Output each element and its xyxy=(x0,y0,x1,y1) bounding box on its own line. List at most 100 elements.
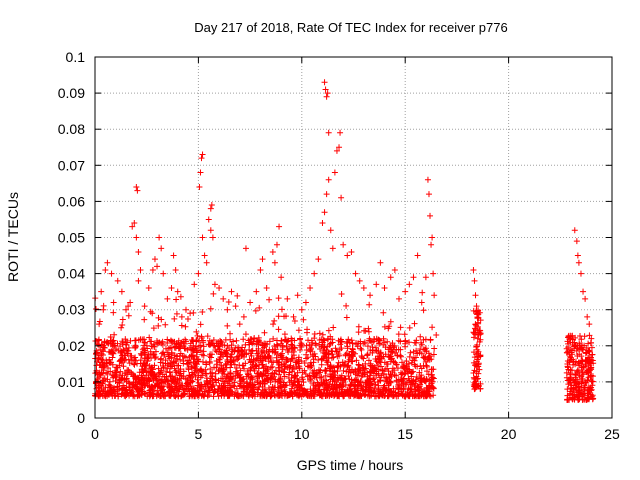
data-point xyxy=(423,368,430,375)
data-point xyxy=(242,360,249,367)
data-point xyxy=(116,380,123,387)
data-point xyxy=(345,336,352,343)
data-point xyxy=(344,364,351,371)
x-tick-label: 25 xyxy=(604,426,620,442)
data-point xyxy=(340,382,347,389)
data-point xyxy=(187,379,194,386)
data-point xyxy=(218,392,225,399)
data-point xyxy=(127,337,134,344)
data-point xyxy=(178,313,185,320)
data-point xyxy=(347,369,354,376)
data-point xyxy=(572,384,579,391)
data-point xyxy=(98,288,105,295)
data-point xyxy=(133,183,140,190)
data-point xyxy=(406,339,413,346)
data-point xyxy=(364,352,371,359)
data-point xyxy=(197,321,204,328)
data-point xyxy=(254,377,261,384)
data-point xyxy=(290,379,297,386)
data-point xyxy=(243,351,250,358)
data-point xyxy=(356,365,363,372)
data-point xyxy=(418,339,425,346)
data-point xyxy=(377,259,384,266)
data-point xyxy=(581,388,588,395)
data-point xyxy=(164,360,171,367)
data-point xyxy=(276,223,283,230)
data-point xyxy=(347,382,354,389)
data-point xyxy=(201,252,208,259)
data-point xyxy=(299,369,306,376)
data-point xyxy=(158,316,165,323)
data-point xyxy=(198,155,205,162)
data-point xyxy=(356,277,363,284)
data-point xyxy=(412,378,419,385)
data-point xyxy=(360,388,367,395)
data-point xyxy=(386,391,393,398)
data-point xyxy=(325,176,332,183)
data-point xyxy=(223,374,230,381)
data-point xyxy=(472,292,479,299)
data-point xyxy=(355,323,362,330)
data-point xyxy=(221,380,228,387)
data-point xyxy=(179,382,186,389)
data-point xyxy=(303,351,310,358)
data-point xyxy=(119,316,126,323)
data-point xyxy=(380,335,387,342)
data-point xyxy=(314,379,321,386)
data-point xyxy=(584,377,591,384)
data-point xyxy=(570,361,577,368)
data-point xyxy=(95,384,102,391)
data-point xyxy=(290,313,297,320)
data-point xyxy=(582,350,589,357)
data-point xyxy=(427,212,434,219)
data-point xyxy=(406,324,413,331)
data-point xyxy=(217,337,224,344)
data-point xyxy=(571,343,578,350)
data-point xyxy=(122,356,129,363)
data-point xyxy=(174,288,181,295)
data-point xyxy=(399,359,406,366)
data-point xyxy=(280,369,287,376)
data-point xyxy=(158,340,165,347)
data-point xyxy=(149,372,156,379)
data-point xyxy=(362,360,369,367)
data-point xyxy=(566,377,573,384)
data-point xyxy=(340,241,347,248)
data-point xyxy=(116,358,123,365)
data-point xyxy=(281,331,288,338)
data-point xyxy=(221,342,228,349)
data-point xyxy=(343,389,350,396)
data-point xyxy=(245,371,252,378)
data-point xyxy=(198,385,205,392)
data-point xyxy=(215,377,222,384)
data-point xyxy=(566,391,573,398)
data-point xyxy=(178,322,185,329)
data-point xyxy=(134,386,141,393)
data-point xyxy=(322,86,329,93)
data-point xyxy=(564,360,571,367)
data-point xyxy=(428,366,435,373)
data-point xyxy=(578,353,585,360)
data-point xyxy=(99,392,106,399)
data-point xyxy=(129,223,136,230)
x-tick-label: 10 xyxy=(294,426,310,442)
data-point xyxy=(311,330,318,337)
data-point xyxy=(289,365,296,372)
data-point xyxy=(255,334,262,341)
data-point xyxy=(300,316,307,323)
data-point xyxy=(196,337,203,344)
data-point xyxy=(215,393,222,400)
data-point xyxy=(266,296,273,303)
data-point xyxy=(344,343,351,350)
data-point xyxy=(126,368,133,375)
data-point xyxy=(359,354,366,361)
data-point xyxy=(203,259,210,266)
data-point xyxy=(373,368,380,375)
data-point xyxy=(227,364,234,371)
data-point xyxy=(364,379,371,386)
data-point xyxy=(323,349,330,356)
data-point xyxy=(320,386,327,393)
data-point xyxy=(275,313,282,320)
data-point xyxy=(424,176,431,183)
data-point xyxy=(151,362,158,369)
